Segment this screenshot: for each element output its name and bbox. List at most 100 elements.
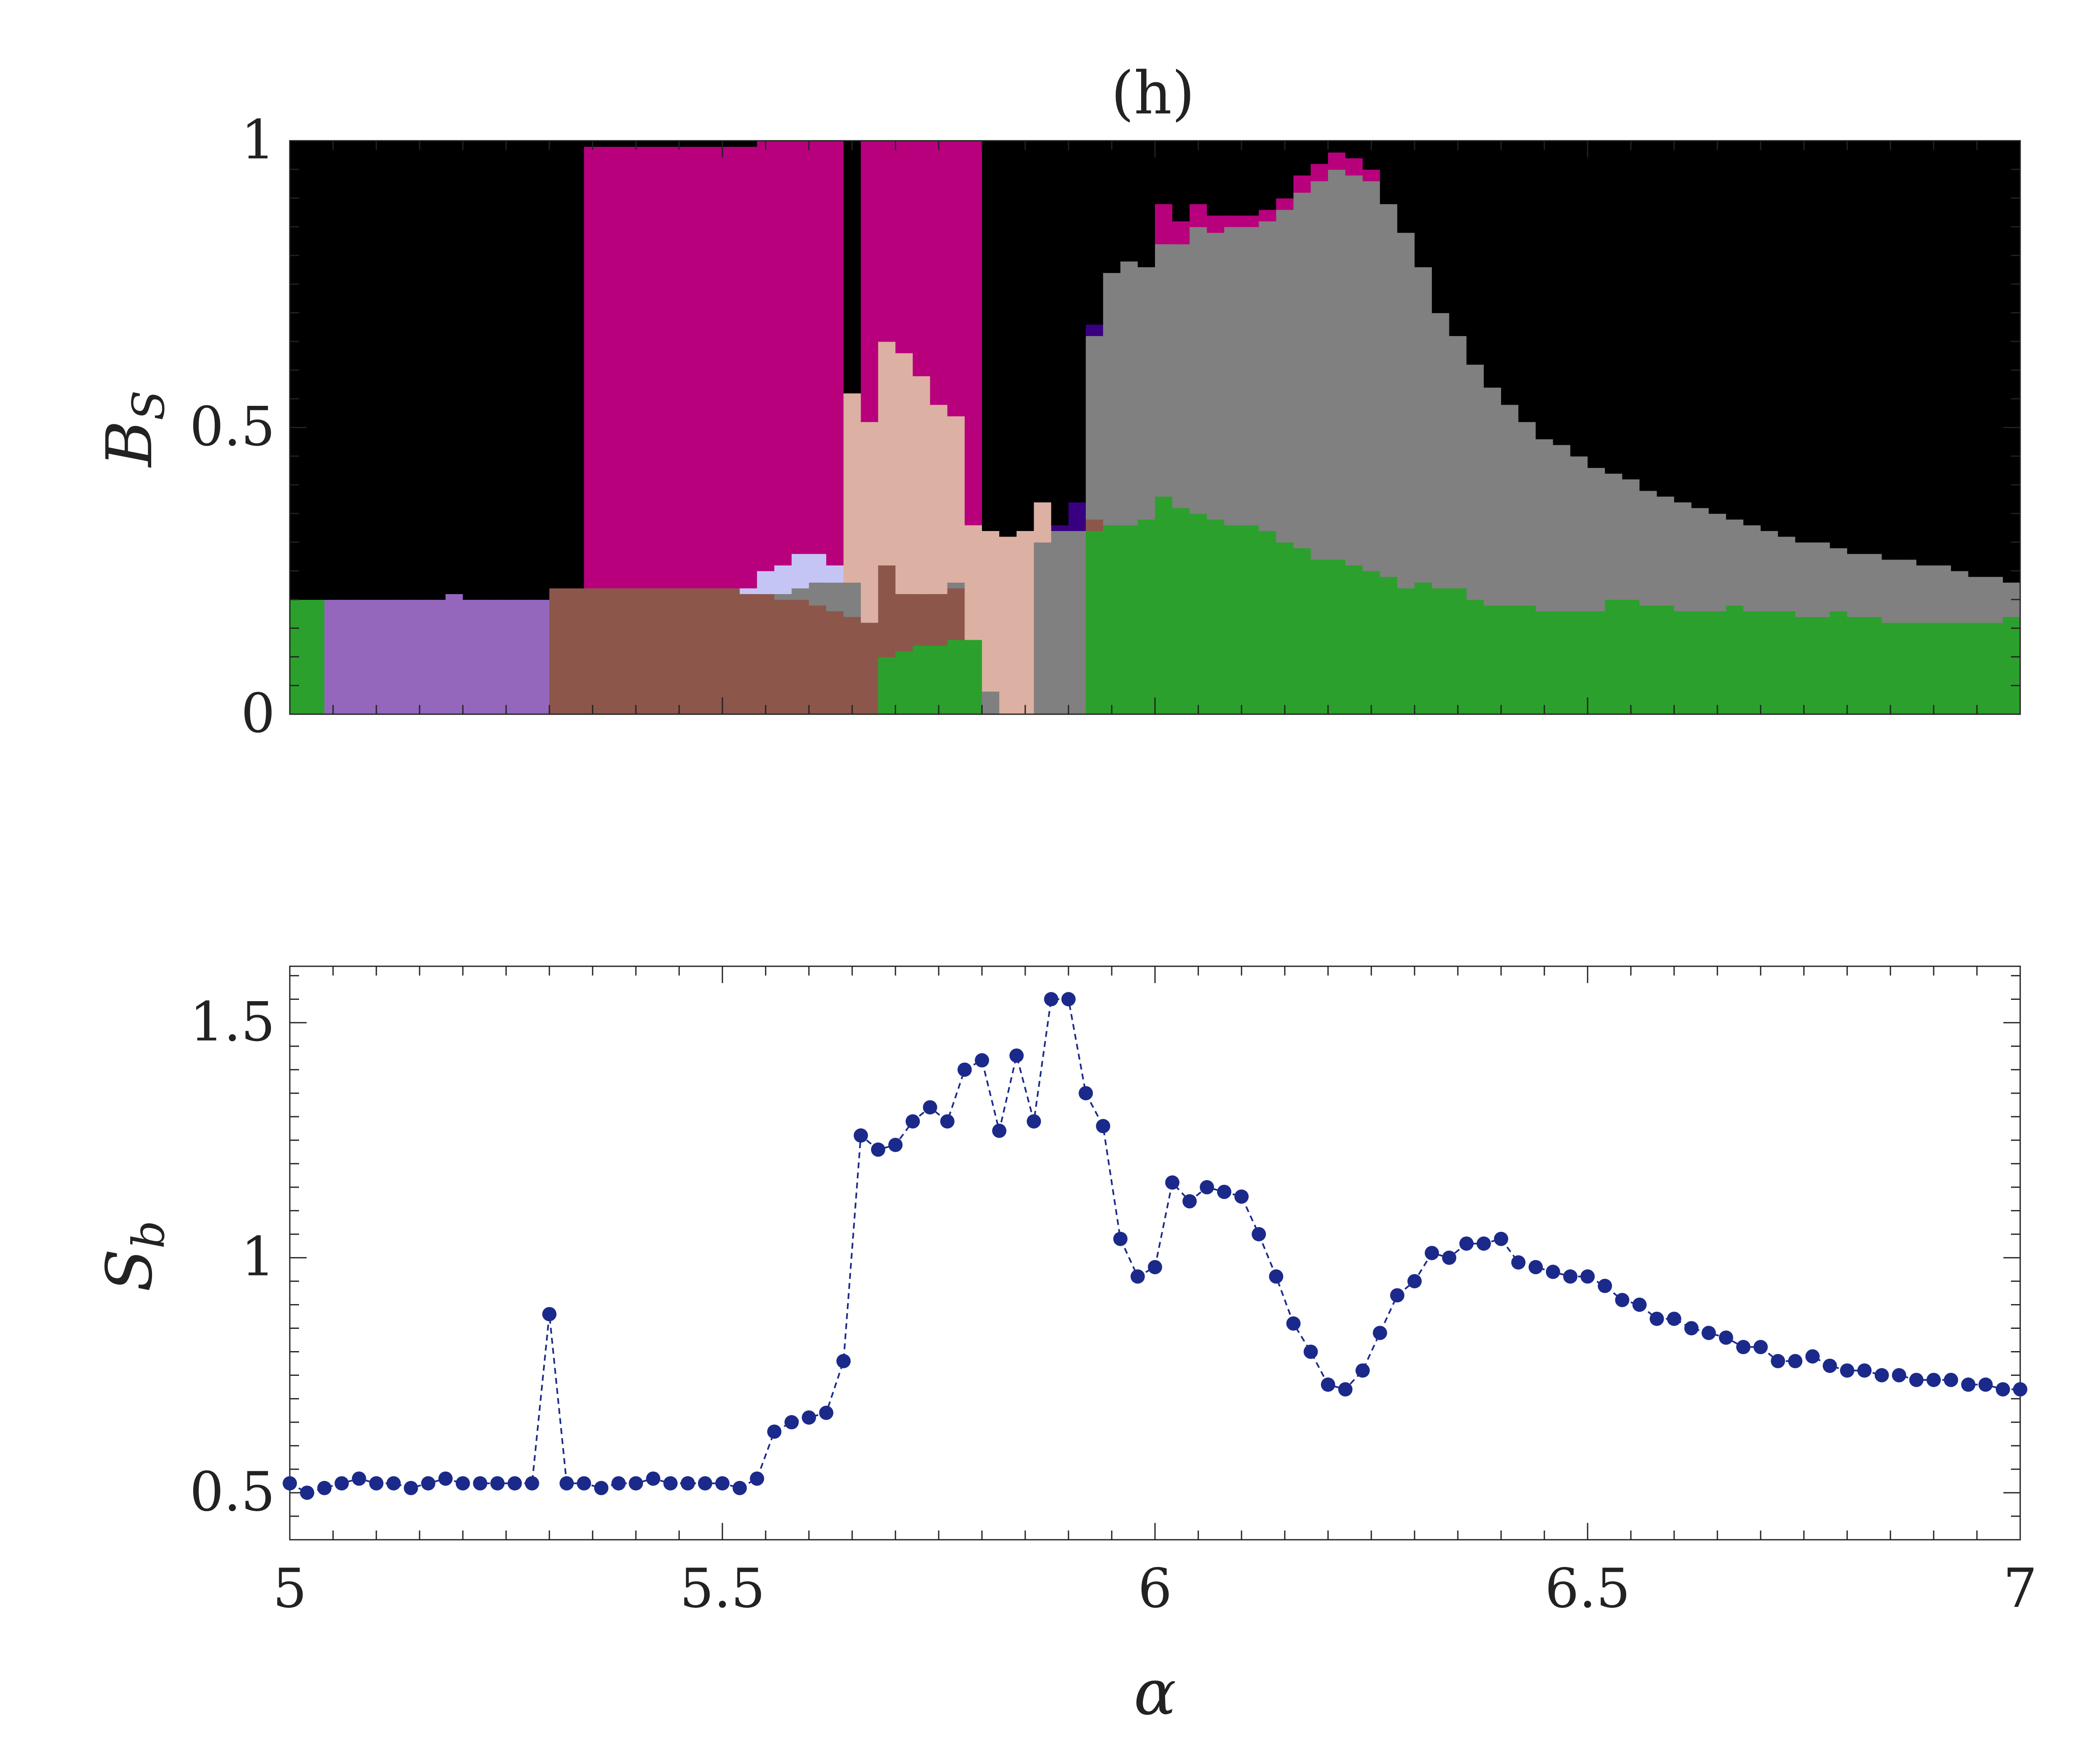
area-segment-3-63 — [1380, 204, 1398, 577]
area-segment-9-87 — [1795, 141, 1813, 543]
area-segment-0-93 — [1899, 622, 1917, 715]
area-segment-3-53 — [1207, 232, 1225, 520]
area-segment-9-76 — [1605, 141, 1623, 474]
area-remainder-12 — [497, 141, 515, 600]
area-remainder-2 — [324, 141, 342, 600]
area-segment-2-16 — [567, 588, 585, 715]
area-remainder-11 — [480, 141, 498, 600]
area-segment-1-2 — [324, 600, 342, 715]
area-segment-3-49 — [1137, 267, 1155, 520]
area-segment-9-49 — [1137, 141, 1155, 268]
area-segment-6-45 — [1068, 502, 1086, 531]
entropy-point-44 — [1044, 992, 1058, 1007]
area-segment-3-88 — [1812, 542, 1830, 617]
area-segment-8-59 — [1310, 163, 1328, 181]
area-segment-0-48 — [1120, 525, 1138, 715]
area-segment-2-30 — [809, 605, 827, 715]
entropy-point-74 — [1563, 1269, 1578, 1284]
area-segment-0-59 — [1310, 559, 1328, 715]
area-segment-9-78 — [1639, 141, 1657, 491]
area-segment-9-52 — [1189, 141, 1208, 204]
area-segment-9-64 — [1397, 141, 1415, 233]
entropy-point-38 — [940, 1114, 955, 1129]
entropy-point-27 — [750, 1471, 764, 1486]
area-segment-8-53 — [1207, 215, 1225, 233]
area-remainder-1 — [307, 141, 325, 600]
area-segment-1-3 — [341, 600, 360, 715]
entropy-point-58 — [1286, 1316, 1301, 1331]
entropy-point-100 — [2013, 1382, 2027, 1396]
area-segment-3-85 — [1761, 531, 1778, 612]
entropy-point-85 — [1754, 1340, 1768, 1354]
area-segment-0-52 — [1189, 513, 1208, 715]
entropy-series — [283, 992, 2027, 1500]
entropy-point-22 — [663, 1476, 678, 1491]
area-segment-3-70 — [1501, 404, 1519, 606]
entropy-point-72 — [1528, 1260, 1543, 1275]
area-segment-9-90 — [1847, 141, 1865, 554]
entropy-point-50 — [1148, 1260, 1162, 1275]
entropy-point-92 — [1874, 1368, 1889, 1383]
area-remainder-32 — [843, 141, 861, 394]
area-segment-9-69 — [1483, 141, 1502, 388]
area-segment-8-52 — [1189, 204, 1208, 227]
entropy-point-89 — [1822, 1359, 1837, 1373]
entropy-point-39 — [957, 1062, 972, 1077]
area-segment-8-17 — [584, 146, 602, 589]
entropy-point-81 — [1684, 1321, 1699, 1336]
entropy-point-53 — [1200, 1180, 1214, 1194]
top-ytick-label: 0.5 — [189, 396, 275, 458]
bottom-xlabel: α — [1134, 1656, 1176, 1729]
entropy-point-52 — [1182, 1194, 1197, 1209]
area-segment-3-81 — [1691, 508, 1709, 612]
entropy-point-96 — [1944, 1373, 1958, 1387]
entropy-point-56 — [1252, 1227, 1266, 1241]
top-ylabel-sub: S — [123, 390, 174, 421]
area-segment-4-28 — [774, 565, 792, 594]
entropy-point-10 — [456, 1476, 470, 1491]
area-segment-5-39 — [964, 525, 982, 640]
area-segment-3-74 — [1570, 456, 1588, 612]
area-segment-3-60 — [1328, 169, 1346, 560]
area-segment-0-84 — [1743, 611, 1761, 715]
area-segment-5-38 — [947, 416, 965, 583]
bottom-ytick-label: 0.5 — [189, 1461, 275, 1523]
area-remainder-43 — [1034, 141, 1052, 502]
area-segment-9-94 — [1916, 141, 1934, 565]
entropy-point-49 — [1130, 1269, 1145, 1284]
area-segment-9-68 — [1466, 141, 1484, 365]
entropy-point-40 — [975, 1053, 989, 1068]
area-segment-0-82 — [1709, 611, 1727, 715]
area-segment-2-33 — [861, 622, 879, 715]
entropy-point-43 — [1026, 1114, 1041, 1129]
area-segment-6-46 — [1086, 324, 1104, 336]
area-remainder-24 — [705, 141, 723, 147]
bottom-ylabel-sub: b — [123, 1220, 174, 1249]
area-segment-0-66 — [1432, 588, 1450, 715]
area-segment-8-23 — [688, 146, 706, 589]
entropy-point-23 — [680, 1476, 695, 1491]
area-segment-3-90 — [1847, 553, 1865, 617]
entropy-point-55 — [1234, 1189, 1249, 1204]
entropy-point-73 — [1546, 1265, 1560, 1279]
area-segment-0-62 — [1362, 571, 1381, 715]
area-segment-3-30 — [809, 582, 827, 606]
area-segment-3-44 — [1051, 531, 1069, 715]
area-segment-0-97 — [1968, 622, 1986, 715]
area-segment-3-87 — [1795, 542, 1813, 617]
area-segment-1-13 — [514, 600, 533, 715]
bottom-axis-ticks: 0.5 1 1.5 5 5.5 6 6.5 7 — [189, 966, 2037, 1620]
area-segment-2-29 — [791, 600, 809, 715]
area-segment-0-39 — [964, 639, 982, 715]
entropy-point-84 — [1736, 1340, 1751, 1354]
area-segment-9-96 — [1951, 141, 1969, 571]
area-segment-5-36 — [913, 376, 931, 594]
area-segment-8-21 — [653, 146, 671, 589]
area-segment-1-12 — [497, 600, 515, 715]
entropy-point-95 — [1927, 1373, 1941, 1387]
area-segment-0-46 — [1086, 531, 1104, 715]
basin-stability-panel: (h) 00.51 BS — [93, 59, 2021, 745]
area-remainder-5 — [376, 141, 394, 600]
area-segment-9-47 — [1103, 141, 1121, 273]
